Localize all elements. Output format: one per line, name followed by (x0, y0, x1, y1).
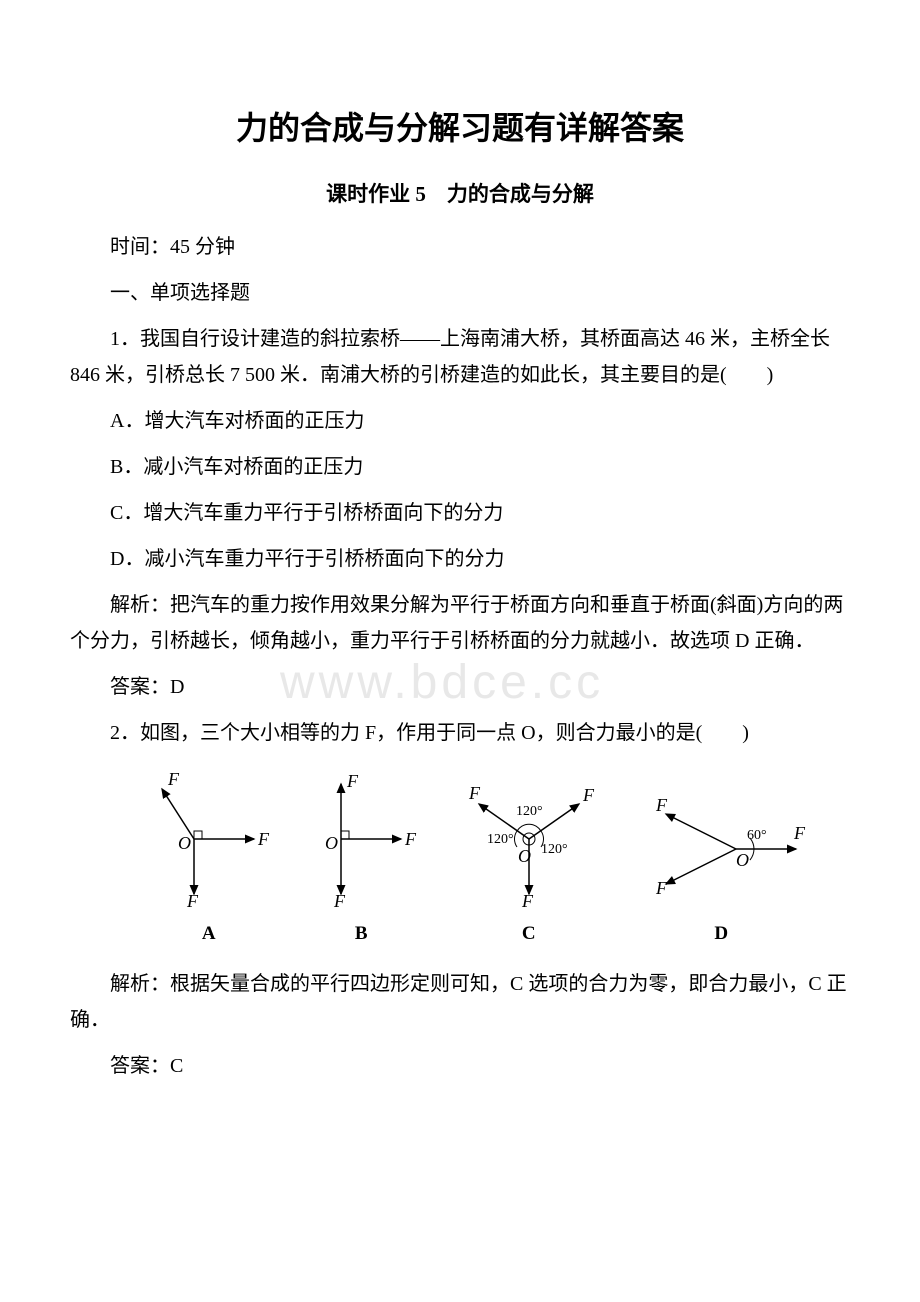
q1-stem: 1．我国自行设计建造的斜拉索桥——上海南浦大桥，其桥面高达 46 米，主桥全长 … (70, 321, 850, 393)
origin-label: O (178, 833, 191, 853)
force-label: F (655, 795, 668, 815)
diagram-c: 120° 120° 120° O F F F C (449, 769, 609, 951)
section-heading: 一、单项选择题 (70, 275, 850, 311)
main-title: 力的合成与分解习题有详解答案 (70, 100, 850, 158)
q1-answer: 答案：D (70, 669, 850, 705)
q1-option-d: D．减小汽车重力平行于引桥桥面向下的分力 (70, 541, 850, 577)
origin-label: O (518, 846, 531, 866)
force-label: F (346, 771, 359, 791)
force-label: F (167, 769, 180, 789)
q1-explanation: 解析：把汽车的重力按作用效果分解为平行于桥面方向和垂直于桥面(斜面)方向的两个分… (70, 587, 850, 659)
diagram-a-label: A (202, 917, 216, 951)
diagram-d: 60° O F F F D (636, 769, 806, 951)
force-label: F (257, 829, 270, 849)
force-label: F (521, 891, 534, 909)
q2-answer: 答案：C (70, 1048, 850, 1084)
q1-option-c: C．增大汽车重力平行于引桥桥面向下的分力 (70, 495, 850, 531)
subtitle: 课时作业 5 力的合成与分解 (70, 176, 850, 214)
diagram-row: O F F F A O F F F (130, 769, 820, 951)
force-label: F (333, 891, 346, 909)
force-label: F (404, 829, 417, 849)
angle-label: 120° (541, 842, 568, 857)
document-content: 力的合成与分解习题有详解答案 课时作业 5 力的合成与分解 时间：45 分钟 一… (70, 100, 850, 1084)
diagram-b-label: B (355, 917, 368, 951)
diagram-d-label: D (714, 917, 728, 951)
force-label: F (468, 783, 481, 803)
origin-label: O (736, 850, 749, 870)
diagram-b: O F F F B (301, 769, 421, 951)
angle-label: 120° (487, 832, 514, 847)
diagram-c-label: C (522, 917, 536, 951)
origin-label: O (325, 833, 338, 853)
q1-option-a: A．增大汽车对桥面的正压力 (70, 403, 850, 439)
angle-label: 60° (747, 828, 767, 843)
force-label: F (186, 891, 199, 909)
diagram-a: O F F F A (144, 769, 274, 951)
q2-explanation: 解析：根据矢量合成的平行四边形定则可知，C 选项的合力为零，即合力最小，C 正确… (70, 966, 850, 1038)
q1-option-b: B．减小汽车对桥面的正压力 (70, 449, 850, 485)
q2-stem: 2．如图，三个大小相等的力 F，作用于同一点 O，则合力最小的是( ) (70, 715, 850, 751)
force-label: F (582, 785, 595, 805)
time-info: 时间：45 分钟 (70, 229, 850, 265)
force-label: F (655, 878, 668, 898)
angle-label: 120° (516, 804, 543, 819)
force-label: F (793, 823, 806, 843)
